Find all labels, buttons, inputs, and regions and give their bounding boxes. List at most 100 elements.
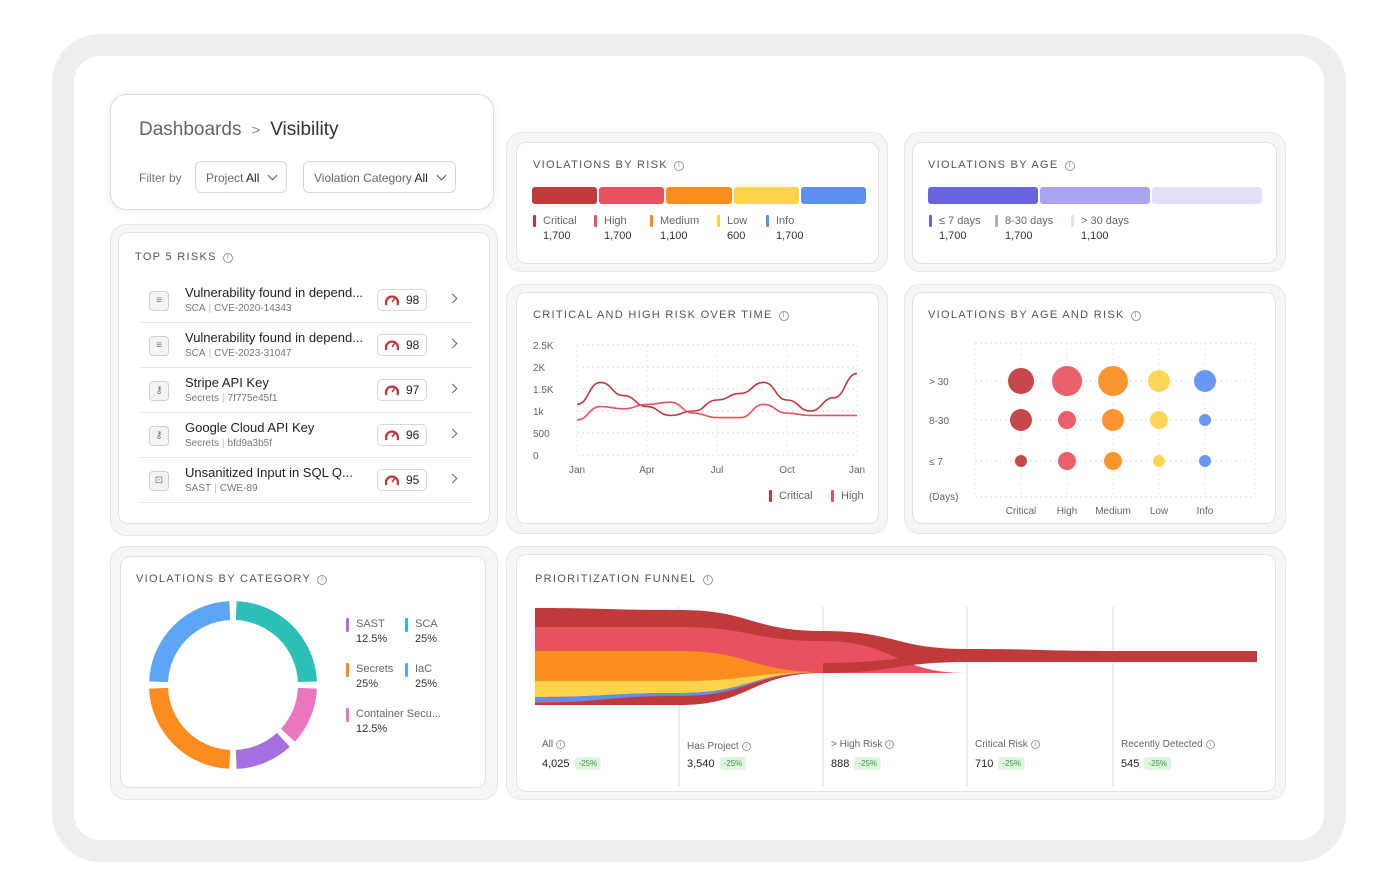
- info-icon[interactable]: i: [317, 575, 328, 585]
- bar-segment: [666, 187, 732, 204]
- violations-by-age-bar: [928, 187, 1262, 204]
- bubble-point: [1008, 368, 1034, 394]
- info-icon[interactable]: i: [222, 253, 233, 263]
- risk-score-badge: 96: [377, 424, 427, 446]
- info-icon[interactable]: i: [702, 575, 713, 585]
- age-and-risk-card: VIOLATIONS BY AGE AND RISK i ≤ 7 8-30 > 30 C…: [912, 292, 1276, 524]
- info-icon: i: [556, 740, 566, 749]
- risk-score-badge: 95: [377, 469, 427, 491]
- violation-category-filter-select[interactable]: Violation Category All: [303, 161, 456, 193]
- funnel-title: PRIORITIZATION FUNNEL i: [535, 573, 713, 585]
- bar-segment: [1152, 187, 1262, 204]
- y-category-label: > 30: [929, 377, 949, 388]
- x-category-label: Low: [1150, 506, 1169, 517]
- risk-over-time-chart: 0 500 1k 1.5K 2K 2.5K Jan Apr Jul Oct Jan: [533, 341, 865, 476]
- chevron-right-icon[interactable]: [447, 293, 458, 304]
- category-legend-item: SCA 25%: [405, 617, 438, 647]
- gauge-icon: [385, 475, 399, 486]
- code-icon: ⊡: [149, 471, 169, 491]
- top-risk-row[interactable]: ⊡ Unsanitized Input in SQL Q... SAST | CWE-8…: [141, 459, 473, 503]
- info-icon[interactable]: i: [1064, 161, 1075, 171]
- info-icon[interactable]: i: [1130, 311, 1141, 321]
- key-icon: ⚷: [149, 381, 169, 401]
- chevron-right-icon[interactable]: [447, 473, 458, 484]
- risk-score-value: 95: [406, 473, 420, 487]
- funnel-stage-value: 4,025 -25%: [542, 757, 602, 770]
- funnel-stage-label: Has Project i: [687, 741, 751, 752]
- violations-by-risk-bar: [532, 187, 867, 204]
- bubble-point: [1058, 452, 1076, 470]
- change-badge: -25%: [719, 757, 747, 770]
- category-legend-item: SAST 12.5%: [346, 617, 387, 647]
- violations-by-age-title: VIOLATIONS BY AGE i: [928, 159, 1075, 171]
- gauge-icon: [385, 340, 399, 351]
- bar-segment: [532, 187, 598, 204]
- chevron-right-icon[interactable]: [447, 428, 458, 439]
- x-tick-label: Jan: [849, 465, 865, 476]
- project-filter-select[interactable]: Project All: [195, 161, 288, 193]
- funnel-stage-label: Critical Risk i: [975, 739, 1040, 750]
- breadcrumb: Dashboards > Visibility: [139, 119, 339, 141]
- by-category-card: VIOLATIONS BY CATEGORY i SAST 12.5% SCA 25% S…: [120, 556, 486, 788]
- top-risk-type: SAST: [185, 483, 212, 494]
- x-category-label: Critical: [1006, 506, 1037, 517]
- top-risk-subtitle: SCA | CVE-2023-31047: [185, 348, 292, 359]
- bar-segment: [733, 187, 799, 204]
- top-risk-row[interactable]: ⚷ Google Cloud API Key Secrets | bfd9a3b5f 96: [141, 414, 473, 458]
- project-filter-value: All: [246, 171, 260, 185]
- breadcrumb-root[interactable]: Dashboards: [139, 119, 242, 140]
- y-tick-label: 500: [533, 429, 550, 440]
- top-risk-title: Vulnerability found in depend...: [185, 285, 364, 300]
- x-category-label: Info: [1197, 506, 1214, 517]
- category-legend-item: IaC 25%: [405, 662, 437, 692]
- top-risk-title: Stripe API Key: [185, 375, 269, 390]
- info-icon[interactable]: i: [778, 311, 789, 321]
- bubble-point: [1102, 409, 1124, 431]
- x-category-label: High: [1057, 506, 1078, 517]
- top-risks-title: TOP 5 RISKS i: [135, 251, 233, 263]
- legend-item: 8-30 days 1,700: [995, 214, 1053, 244]
- top-risk-subtitle: SCA | CVE-2020-14343: [185, 303, 292, 314]
- header-panel: Dashboards > Visibility Filter by Project …: [110, 94, 494, 210]
- legend-item: ≤ 7 days 1,700: [929, 214, 981, 244]
- info-icon: i: [1205, 740, 1215, 749]
- legend-item: > 30 days 1,100: [1071, 214, 1129, 244]
- funnel-stage-value: 710 -25%: [975, 757, 1026, 770]
- top-risk-row[interactable]: ≡ Vulnerability found in depend... SCA | CVE…: [141, 279, 473, 323]
- x-category-label: Medium: [1095, 506, 1131, 517]
- gauge-icon: [385, 385, 399, 396]
- funnel-stage-value: 3,540 -25%: [687, 757, 747, 770]
- top-risk-row[interactable]: ≡ Vulnerability found in depend... SCA | CVE…: [141, 324, 473, 368]
- donut-slice: [149, 601, 231, 683]
- chevron-right-icon[interactable]: [447, 383, 458, 394]
- top-risk-row[interactable]: ⚷ Stripe API Key Secrets | 7f775e45f1 97: [141, 369, 473, 413]
- top-risk-id: 7f775e45f1: [227, 393, 278, 404]
- top-risk-type: Secrets: [185, 438, 219, 449]
- legend-item: Low 600: [717, 214, 747, 244]
- funnel-stage-value: 888 -25%: [831, 757, 882, 770]
- change-badge: -25%: [574, 757, 602, 770]
- top-risk-subtitle: SAST | CWE-89: [185, 483, 258, 494]
- funnel-stage-label: All i: [542, 739, 566, 750]
- y-unit-label: (Days): [929, 492, 958, 503]
- age-and-risk-chart: ≤ 7 8-30 > 30 Critical High Medium Low Info (Day…: [929, 342, 1256, 517]
- info-icon[interactable]: i: [673, 161, 684, 171]
- breadcrumb-chevron-icon: >: [251, 122, 261, 139]
- risk-over-time-card: CRITICAL AND HIGH RISK OVER TIME i 0 500 1k…: [516, 292, 879, 524]
- y-tick-label: 2K: [533, 363, 546, 374]
- by-category-title: VIOLATIONS BY CATEGORY i: [136, 573, 328, 585]
- legend-high: High: [831, 489, 864, 504]
- y-tick-label: 1k: [533, 407, 545, 418]
- gauge-icon: [385, 430, 399, 441]
- funnel-chart: [535, 607, 1257, 787]
- funnel-stage-label: > High Risk i: [831, 739, 895, 750]
- chevron-down-icon: [436, 170, 447, 181]
- bar-segment: [599, 187, 665, 204]
- violations-by-risk-title: VIOLATIONS BY RISK i: [533, 159, 684, 171]
- risk-score-badge: 97: [377, 379, 427, 401]
- chevron-right-icon[interactable]: [447, 338, 458, 349]
- top-risk-subtitle: Secrets | bfd9a3b5f: [185, 438, 273, 449]
- change-badge: -25%: [1144, 757, 1172, 770]
- x-tick-label: Apr: [639, 465, 655, 476]
- funnel-band-info: [535, 672, 823, 702]
